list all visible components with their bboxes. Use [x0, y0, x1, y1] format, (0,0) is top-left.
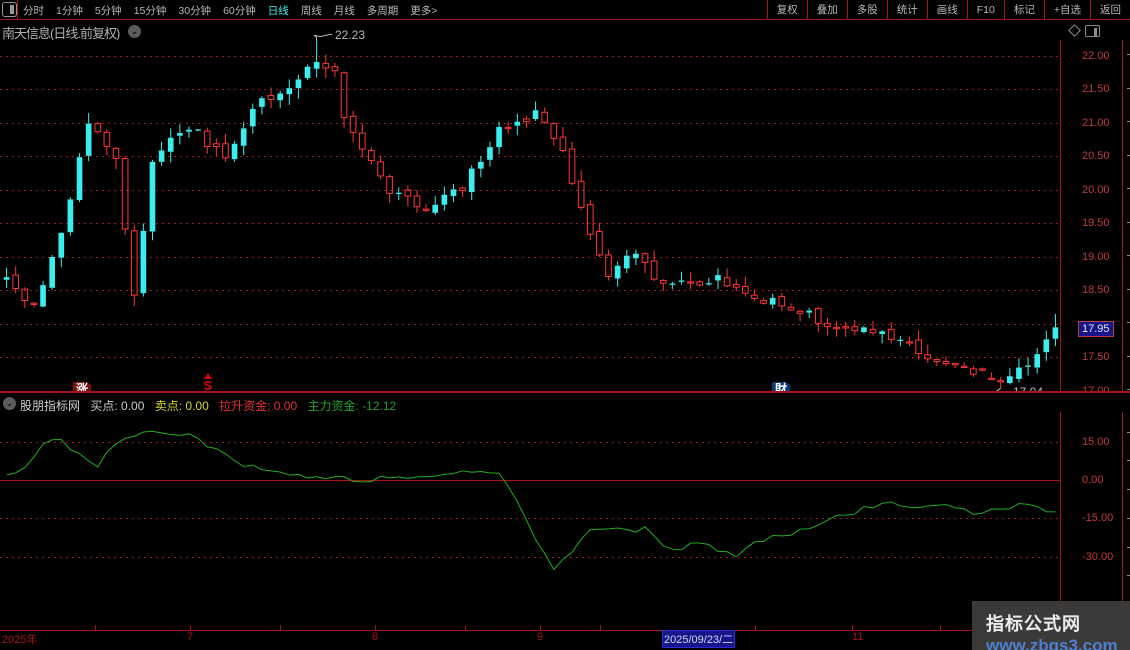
svg-text:22.23: 22.23: [335, 28, 365, 42]
